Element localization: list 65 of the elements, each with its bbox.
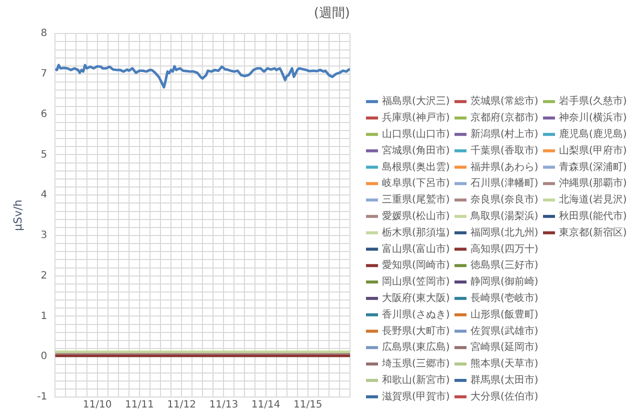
- legend-label: 静岡県(御前崎): [470, 276, 538, 288]
- legend-label: 三重県(尾鷲市): [382, 194, 450, 206]
- legend-label: 大分県(佐伯市): [470, 390, 538, 402]
- legend-label: 北海道(岩見沢): [559, 194, 627, 206]
- legend-label: 富山県(富山市): [382, 242, 450, 255]
- y-tick-label: 0: [40, 351, 48, 362]
- y-tick-label: 1: [40, 310, 48, 322]
- chart-title: (週間): [314, 6, 350, 22]
- y-tick-label: 4: [40, 190, 48, 201]
- legend-label: 埼玉県(三郷市): [381, 358, 450, 370]
- legend-label: 沖縄県(那覇市): [559, 177, 627, 190]
- legend-label: 滋賀県(甲賀市): [382, 390, 450, 402]
- legend-label: 高知県(四万十): [470, 242, 538, 255]
- legend-label: 鹿児島(鹿児島): [559, 128, 627, 140]
- legend-label: 岐阜県(下呂市): [382, 177, 450, 190]
- legend-label: 大阪府(東大阪): [382, 292, 450, 304]
- legend-label: 岡山県(笠岡市): [382, 276, 450, 288]
- legend-label: 宮城県(角田市): [382, 144, 450, 156]
- legend-label: 山梨県(甲府市): [559, 144, 627, 156]
- legend-label: 鳥取県(湯梨浜): [470, 210, 538, 222]
- legend-label: 福井県(あわら): [470, 160, 538, 173]
- x-tick-label: 11/10: [82, 400, 112, 411]
- legend-label: 奈良県(奈良市): [470, 194, 538, 206]
- legend-label: 群馬県(太田市): [470, 374, 538, 386]
- x-tick-label: 11/11: [124, 400, 154, 411]
- legend-label: 佐賀県(武雄市): [470, 324, 538, 337]
- legend-label: 徳島県(三好市): [470, 259, 538, 272]
- legend-label: 石川県(津幡町): [470, 177, 538, 190]
- legend-label: 福島県(大沢三): [382, 95, 450, 108]
- legend-label: 愛知県(岡崎市): [382, 259, 450, 272]
- legend-label: 山口県(山口市): [382, 128, 450, 140]
- legend-label: 長崎県(壱岐市): [470, 292, 538, 304]
- x-tick-label: 11/12: [167, 400, 196, 411]
- legend-label: 宮崎県(延岡市): [470, 341, 538, 354]
- legend-label: 島根県(奥出雲): [382, 160, 450, 173]
- legend-label: 長野県(大町市): [382, 324, 450, 337]
- y-tick-label: 2: [40, 270, 48, 282]
- legend-label: 栃木県(那須塩): [382, 226, 450, 238]
- y-tick-label: -1: [37, 392, 48, 403]
- x-tick-label: 11/13: [209, 400, 238, 411]
- legend-label: 広島県(東広島): [382, 341, 450, 354]
- legend-label: 青森県(深浦町): [559, 160, 627, 173]
- y-tick-label: 6: [40, 108, 48, 120]
- legend-label: 茨城県(常総市): [470, 95, 538, 108]
- y-tick-label: 7: [40, 68, 48, 80]
- legend-label: 京都府(京都市): [470, 112, 538, 124]
- legend-label: 兵庫県(神戸市): [382, 112, 450, 124]
- legend-label: 和歌山(新宮市): [382, 374, 450, 386]
- legend-label: 熊本県(天草市): [470, 358, 538, 370]
- y-tick-label: 3: [40, 230, 48, 242]
- legend-label: 新潟県(村上市): [470, 128, 538, 140]
- legend-label: 秋田県(能代市): [559, 210, 627, 222]
- x-tick-label: 11/14: [251, 400, 280, 411]
- legend-label: 山形県(飯豊町): [470, 308, 538, 320]
- legend-label: 神奈川(横浜市): [559, 112, 627, 124]
- x-tick-label: 11/15: [293, 400, 322, 411]
- y-tick-label: 8: [40, 28, 48, 40]
- legend-label: 岩手県(久慈市): [559, 95, 627, 108]
- y-axis-title: μSv/h: [11, 200, 24, 231]
- legend-label: 東京都(新宿区): [559, 226, 627, 238]
- legend-label: 千葉県(香取市): [470, 144, 538, 156]
- legend-label: 福岡県(北九州): [470, 226, 538, 238]
- legend-label: 愛媛県(松山市): [382, 210, 450, 222]
- legend-label: 香川県(さぬき): [382, 308, 450, 320]
- y-tick-label: 5: [40, 149, 48, 160]
